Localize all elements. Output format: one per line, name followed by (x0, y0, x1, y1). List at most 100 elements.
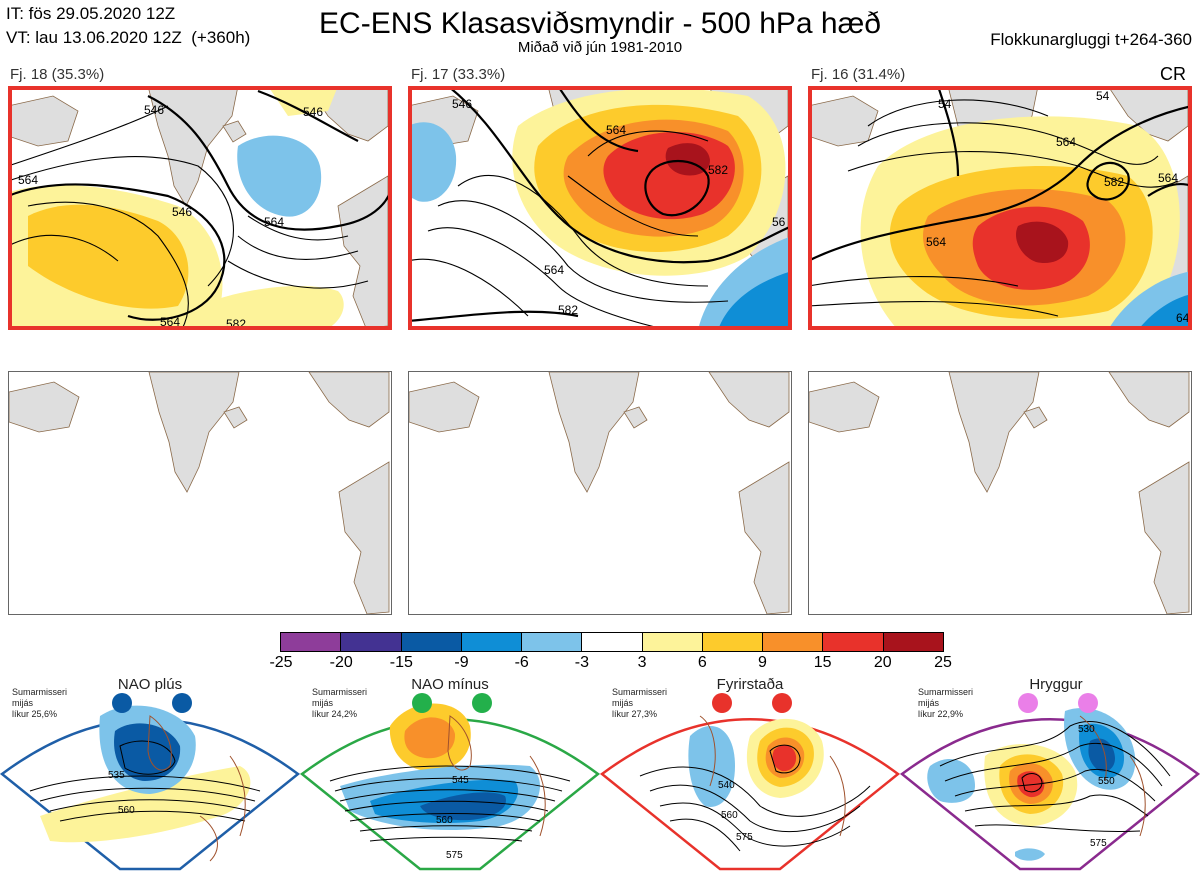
colorbar-tick-label: -25 (269, 654, 293, 671)
regime-caption-line: mijás (612, 698, 634, 708)
regime-caption-line: mijás (312, 698, 334, 708)
contour-label: 560 (721, 810, 738, 821)
contour-label: 560 (436, 815, 453, 826)
colorbar-segment (281, 633, 341, 651)
corner-tag: CR (1160, 64, 1186, 84)
base-map-2 (408, 371, 792, 615)
colorbar-segment (882, 633, 943, 651)
colorbar-tick-label: -6 (514, 654, 529, 671)
contour-label: 546 (144, 103, 164, 117)
regime-nao-plus: 535 560 (0, 676, 300, 871)
colorbar-tick-label: -15 (389, 654, 413, 671)
colorbar-segment (762, 633, 823, 651)
regime-dot (712, 693, 732, 713)
contour-label: 564 (18, 173, 38, 187)
contour-label: 575 (736, 832, 753, 843)
contour-label: 546 (452, 97, 472, 111)
regime-dot (772, 693, 792, 713)
base-map-1 (8, 371, 392, 615)
contour-label: 564 (926, 235, 946, 249)
contour-label: 582 (1104, 175, 1124, 189)
regime-dot (172, 693, 192, 713)
contour-label: 582 (708, 163, 728, 177)
colorbar-tick-label: -20 (329, 654, 353, 671)
regime-caption-line: Sumarmisseri (918, 687, 974, 697)
regime-caption: Sumarmisseri mijás líkur 24,2% (312, 687, 367, 720)
contour-label: 56 (772, 215, 786, 229)
colorbar-tick-label: 15 (813, 654, 832, 671)
regime-dot (1018, 693, 1038, 713)
contour-label: 540 (718, 780, 735, 791)
regime-caption: Sumarmisseri mijás líkur 27,3% (612, 687, 667, 720)
regime-blocking: 540 560 575 (600, 676, 900, 871)
regime-caption: Sumarmisseri mijás líkur 22,9% (918, 687, 973, 720)
contour-label: 530 (1078, 724, 1095, 735)
contour-label: 564 (1056, 135, 1076, 149)
regime-caption-line: mijás (12, 698, 34, 708)
regime-name: Hryggur (1029, 676, 1083, 693)
regime-dot (1078, 693, 1098, 713)
cluster-map-1: 546 546 564 546 564 564 582 (8, 86, 392, 330)
regime-nao-minus: 545 560 575 (300, 676, 600, 871)
colorbar-segment (822, 633, 883, 651)
colorbar-tick-label: 9 (758, 654, 767, 671)
contour-label: 564 (606, 123, 626, 137)
regime-dot (112, 693, 132, 713)
colorbar-tick-label: 3 (637, 654, 647, 671)
regime-caption-line: líkur 25,6% (12, 709, 58, 719)
contour-label: 564 (1158, 171, 1178, 185)
regime-caption-line: líkur 24,2% (312, 709, 358, 719)
regime-name: Fyrirstaða (716, 676, 784, 693)
cluster-map-3: 54 54 564 582 564 564 64 (808, 86, 1192, 330)
contour-label: 54 (938, 97, 952, 111)
regime-dot (472, 693, 492, 713)
page-title: EC-ENS Klasasviðsmyndir - 500 hPa hæð (319, 7, 881, 40)
contour-label: 582 (558, 303, 578, 317)
contour-label: 560 (118, 805, 135, 816)
colorbar-segment (460, 633, 522, 651)
regime-caption: Sumarmisseri mijás líkur 25,6% (12, 687, 67, 720)
regime-caption-line: Sumarmisseri (612, 687, 668, 697)
panel-2-label: Fj. 17 (33.3%) (411, 66, 506, 83)
regime-name: NAO plús (117, 676, 183, 693)
regime-caption-line: Sumarmisseri (12, 687, 68, 697)
contour-label: 545 (452, 775, 469, 786)
contour-label: 564 (264, 215, 284, 229)
page-subtitle: Miðað við jún 1981-2010 (517, 39, 683, 56)
contour-label: 54 (1096, 89, 1110, 103)
colorbar-segment (400, 633, 461, 651)
colorbar-tick-label: -3 (574, 654, 590, 671)
regime-caption-line: líkur 27,3% (612, 709, 658, 719)
contour-label: 550 (1098, 776, 1115, 787)
regime-name: NAO mínus (411, 676, 489, 693)
valid-time: VT: lau 13.06.2020 12Z (+360h) (6, 28, 251, 47)
classification-window: Flokkunargluggi t+264-360 (990, 30, 1192, 49)
contour-label: 546 (303, 105, 323, 119)
colorbar-segment (701, 633, 763, 651)
regime-caption-line: mijás (918, 698, 940, 708)
contour-label: 564 (160, 315, 180, 329)
regime-caption-line: líkur 22,9% (918, 709, 964, 719)
colorbar-tick-label: 20 (873, 654, 892, 671)
panel-1-label: Fj. 18 (35.3%) (10, 66, 105, 83)
colorbar-segment (581, 633, 642, 651)
colorbar (280, 632, 944, 652)
contour-label: 546 (172, 205, 192, 219)
cluster-map-2: 546 564 582 564 56 582 (408, 86, 792, 330)
panel-3-label: Fj. 16 (31.4%) (811, 66, 906, 83)
base-map-3 (808, 371, 1192, 615)
colorbar-segment (340, 633, 401, 651)
colorbar-segment (641, 633, 702, 651)
contour-label: 64 (1176, 311, 1190, 325)
regime-ridge: 530 550 575 (900, 676, 1200, 871)
contour-label: 535 (108, 770, 125, 781)
contour-label: 575 (1090, 838, 1107, 849)
colorbar-tick-label: 25 (934, 654, 952, 671)
colorbar-tick-label: 6 (697, 654, 707, 671)
colorbar-tick-label: -9 (454, 654, 469, 671)
regime-dot (412, 693, 432, 713)
contour-label: 564 (544, 263, 564, 277)
contour-label: 575 (446, 850, 463, 861)
issue-time: IT: fös 29.05.2020 12Z (6, 4, 176, 23)
colorbar-segment (521, 633, 582, 651)
